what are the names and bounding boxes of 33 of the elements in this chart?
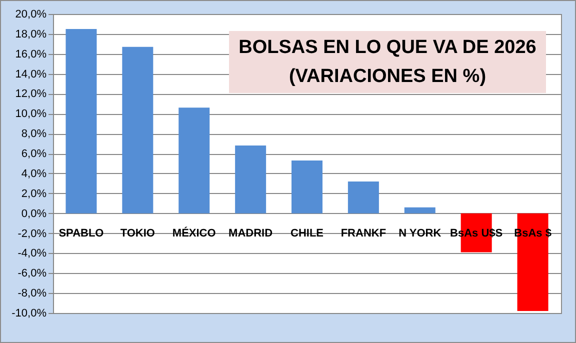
x-tick-label: TOKIO [120,228,156,240]
y-tick-label: 4,0% [21,168,47,180]
y-tick-label: 20,0% [15,8,47,20]
x-tick-label: N YORK [398,228,442,240]
y-tick-label: -8,0% [18,288,47,300]
y-tick-label: 18,0% [15,28,47,40]
x-tick-label: SPABLO [58,228,104,240]
bar [348,181,379,214]
text: BOLSAS EN LO QUE VA DE 2026 (VARIACIONES EN %) [229,31,546,93]
bar [178,108,210,214]
x-tick-label: BsAs U$S [450,228,503,240]
y-tick-label: -4,0% [18,248,47,260]
y-tick-label: 10,0% [15,108,47,120]
y-tick-label: 14,0% [15,68,47,80]
y-tick-label: 12,0% [15,88,47,100]
y-tick-label: 0,0% [21,208,47,220]
bar [404,207,436,214]
bar [66,28,97,214]
bar [292,160,322,214]
x-tick-label: MÉXICO [172,226,216,240]
y-tick-label: 8,0% [21,128,47,140]
y-tick-label: -2,0% [18,228,47,240]
y-tick-label: 2,0% [21,188,47,200]
x-tick-label: FRANKF [340,228,386,240]
y-tick-label: 16,0% [15,48,47,60]
y-tick-label: -10,0% [12,308,47,320]
y-tick-label: 6,0% [21,148,47,160]
y-tick-label: -6,0% [18,268,47,280]
x-tick-label: CHILE [290,228,324,240]
bar [122,46,154,214]
x-tick-label: BsAs $ [514,228,552,240]
x-tick-label: MADRID [228,228,273,240]
bar [235,146,266,214]
